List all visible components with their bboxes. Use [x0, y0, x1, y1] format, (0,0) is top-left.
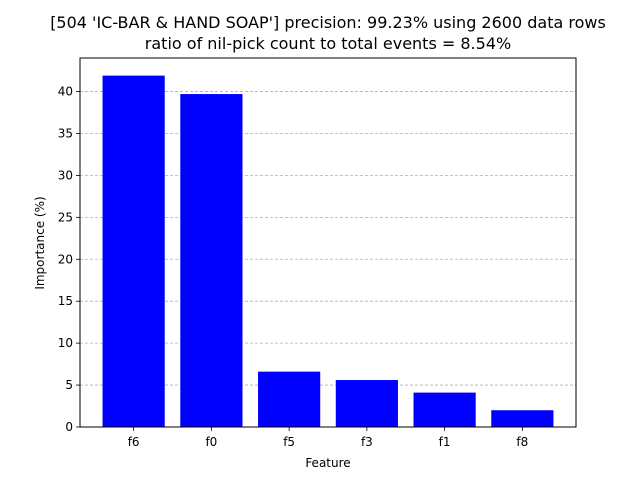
x-tick-label: f6: [128, 435, 140, 449]
y-tick-label: 10: [58, 336, 73, 350]
bar-f1: [413, 392, 476, 427]
y-axis-label: Importance (%): [33, 196, 47, 289]
plot-frame: [79, 57, 577, 428]
y-tick-label: 30: [58, 168, 73, 182]
bar-f5: [258, 371, 321, 427]
y-tick-label: 25: [58, 210, 73, 224]
tick-labels: 0 5 10 15 20 25 30 35 40 f6 f0 f5 f3 f1 f8: [58, 85, 529, 449]
bar-f6: [102, 75, 165, 428]
x-tick-label: f0: [205, 435, 217, 449]
x-tick-label: f3: [361, 435, 373, 449]
y-tick-label: 0: [65, 420, 73, 434]
x-tick-label: f1: [439, 435, 451, 449]
y-tick-label: 35: [58, 126, 73, 140]
y-tick-label: 5: [65, 378, 73, 392]
bar-f8: [491, 410, 554, 427]
bar-f3: [335, 380, 398, 427]
chart-title: [504 'IC-BAR & HAND SOAP'] precision: 99…: [50, 13, 606, 32]
y-tick-label: 20: [58, 252, 73, 266]
x-axis-label: Feature: [305, 456, 350, 470]
x-tick-label: f5: [283, 435, 295, 449]
bars: [102, 75, 554, 428]
y-tick-label: 15: [58, 294, 73, 308]
y-tick-label: 40: [58, 85, 73, 99]
x-tick-label: f8: [516, 435, 528, 449]
axes: [76, 57, 577, 431]
chart-subtitle: ratio of nil-pick count to total events …: [145, 34, 511, 53]
bar-f0: [180, 94, 243, 427]
